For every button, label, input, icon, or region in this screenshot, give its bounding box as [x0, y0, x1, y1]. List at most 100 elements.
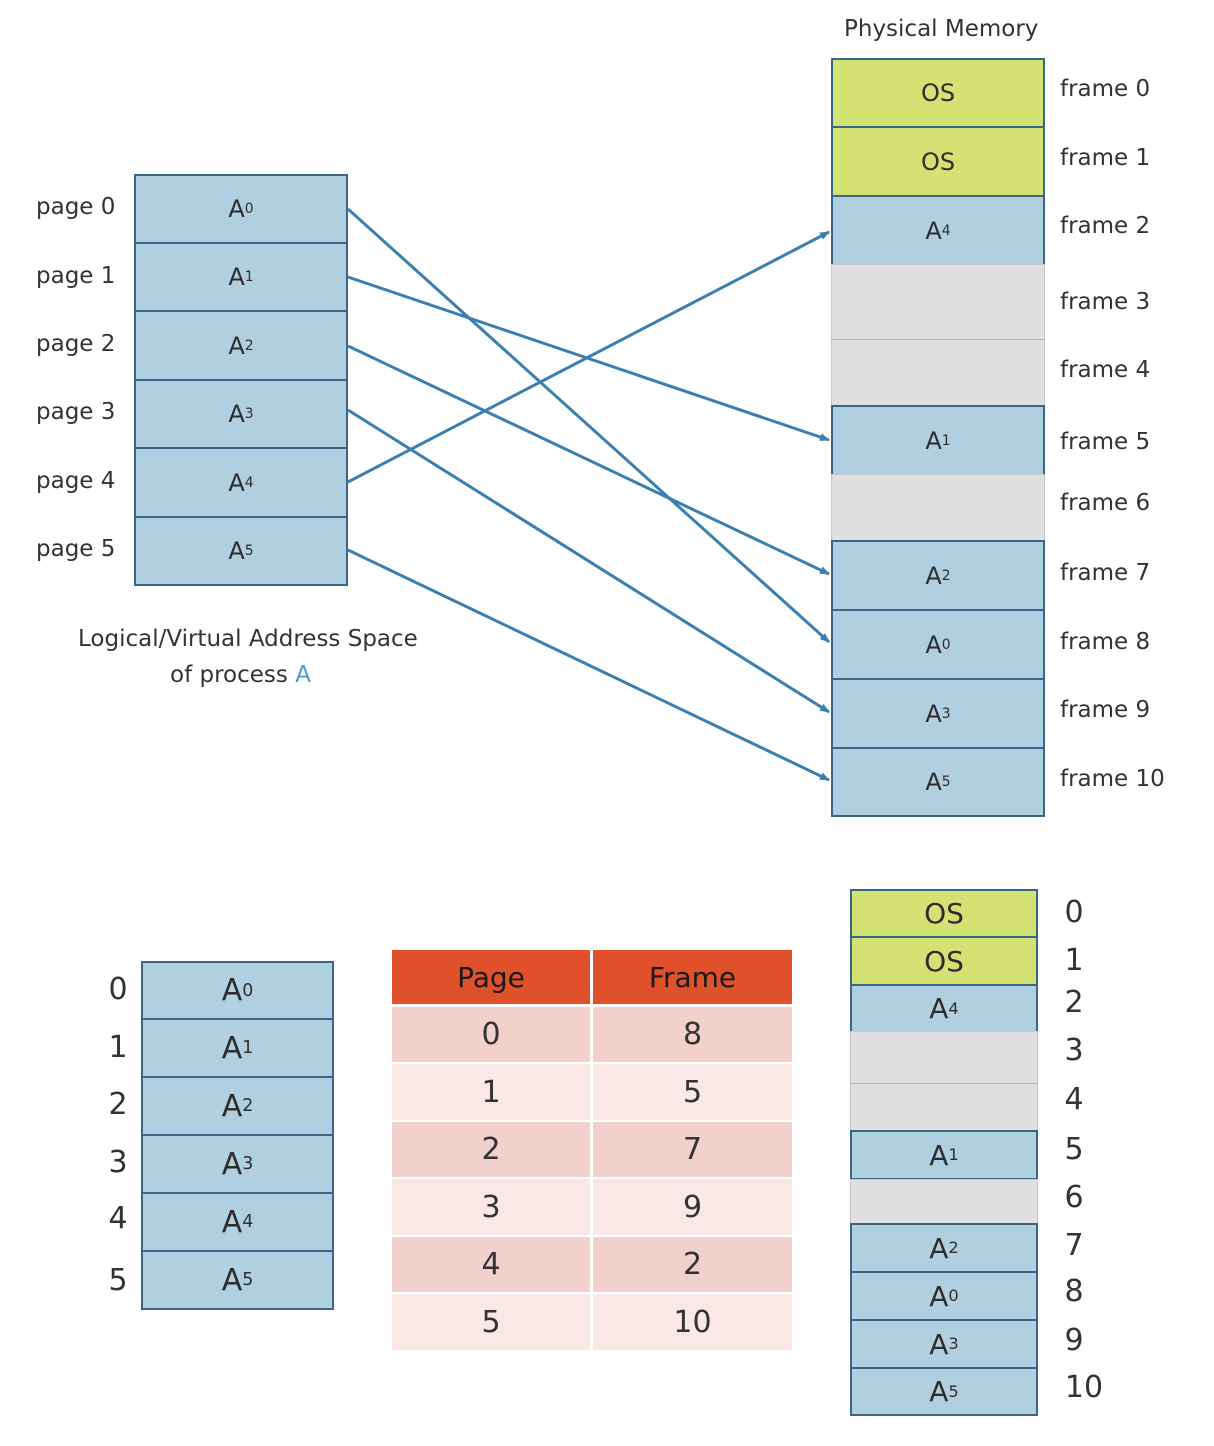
frame-label: frame 7 [1060, 560, 1151, 586]
table-cell-frame: 10 [593, 1294, 792, 1350]
table-cell-page: 2 [392, 1122, 590, 1177]
page-label: page 4 [36, 468, 116, 494]
physical-memory-title: Physical Memory [844, 16, 1039, 42]
cell-base: OS [924, 944, 964, 978]
logical-caption-line2: of process A [170, 662, 311, 688]
cell-base: A [228, 195, 245, 223]
cell-base: A [929, 1375, 949, 1408]
cell-base: A [228, 537, 245, 565]
arrow-page2-frame7 [347, 344, 830, 576]
table-cell-frame: 9 [593, 1179, 792, 1235]
frame-label: frame 3 [1060, 289, 1151, 315]
cell-base: A [925, 426, 942, 455]
frame-index: 8 [1064, 1274, 1084, 1309]
cell-base: A [228, 263, 245, 291]
frame-label: frame 0 [1060, 76, 1151, 102]
cell-base: A [925, 561, 942, 590]
cell-base: OS [924, 897, 964, 930]
table-cell-page: 3 [392, 1179, 590, 1235]
cell-base: A [925, 768, 942, 796]
cell-base: A [925, 699, 942, 728]
table-cell-frame: 7 [593, 1122, 792, 1177]
frame-cell: OS [850, 889, 1038, 938]
cell-base: A [221, 1146, 243, 1182]
frame-index: 9 [1064, 1323, 1084, 1358]
free-frame-cell [850, 1179, 1038, 1225]
table-cell-page: 1 [392, 1064, 590, 1120]
cell-base: A [929, 1327, 949, 1361]
frame-index: 4 [1064, 1082, 1084, 1117]
cell-base: A [925, 216, 942, 245]
table-cell-page: 0 [392, 1007, 590, 1062]
frame-index: 6 [1064, 1180, 1084, 1215]
frame-label: frame 4 [1060, 357, 1151, 383]
frame-index: 5 [1064, 1132, 1084, 1167]
frame-label: frame 6 [1060, 490, 1151, 516]
cell-base: A [929, 1138, 949, 1172]
table-cell-frame: 5 [593, 1064, 792, 1120]
page-label: page 1 [36, 263, 116, 289]
table-cell-page: 4 [392, 1237, 590, 1292]
free-frame-cell [850, 1031, 1038, 1084]
frame-index: 1 [1064, 943, 1084, 978]
table-header-page: Page [392, 950, 590, 1004]
free-frame-cell [850, 1083, 1038, 1132]
arrow-page3-frame9 [347, 408, 830, 714]
cell-base: OS [920, 147, 956, 176]
logical-caption-text: of process [170, 662, 296, 688]
cell-base: A [221, 1262, 243, 1298]
cell-base: A [929, 992, 949, 1025]
cell-base: A [929, 1231, 949, 1265]
free-frame-cell [831, 474, 1045, 542]
frame-label: frame 10 [1060, 766, 1165, 792]
cell-base: A [221, 973, 243, 1008]
cell-base: A [925, 630, 942, 659]
cell-base: A [221, 1088, 243, 1124]
table-cell-page: 5 [392, 1294, 590, 1350]
frame-label: frame 9 [1060, 697, 1151, 723]
table-cell-frame: 2 [593, 1237, 792, 1292]
arrow-page0-frame8 [346, 207, 831, 644]
arrow-page5-frame10 [347, 548, 830, 782]
frame-cell: OS [850, 936, 1038, 986]
page-label: page 5 [36, 536, 116, 562]
cell-base: A [221, 1204, 243, 1240]
logical-caption-line1: Logical/Virtual Address Space [78, 626, 418, 652]
cell-base: OS [920, 79, 956, 107]
cell-base: A [228, 400, 245, 428]
frame-label: frame 1 [1060, 145, 1151, 171]
cell-base: A [228, 331, 245, 360]
process-name: A [295, 662, 311, 688]
frame-index: 10 [1064, 1370, 1104, 1405]
page-label: page 2 [36, 331, 116, 357]
page-index: 3 [108, 1145, 128, 1180]
table-cell-frame: 8 [593, 1007, 792, 1062]
page-index: 0 [108, 972, 128, 1007]
free-frame-cell [831, 264, 1045, 340]
free-frame-cell [831, 339, 1045, 407]
frame-label: frame 8 [1060, 629, 1151, 655]
frame-index: 3 [1064, 1033, 1084, 1068]
frame-index: 7 [1064, 1228, 1084, 1263]
cell-base: A [228, 468, 245, 497]
cell-base: A [221, 1030, 243, 1066]
